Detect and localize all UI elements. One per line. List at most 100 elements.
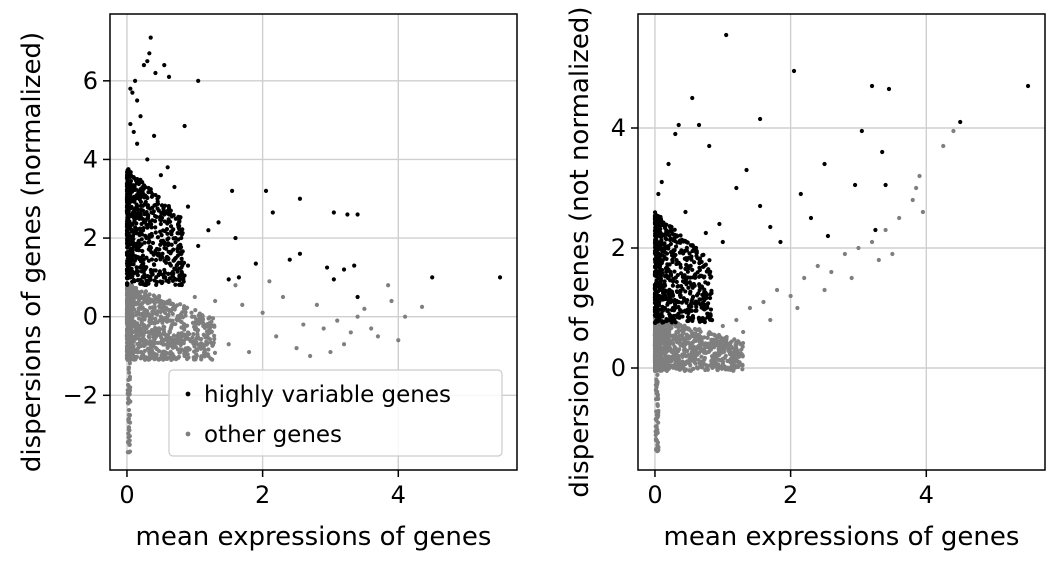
highly-variable-point	[655, 217, 660, 222]
other-gene-point	[677, 323, 682, 328]
highly-variable-point	[675, 260, 681, 265]
other-gene-point	[152, 357, 157, 362]
highly-variable-point	[174, 277, 179, 282]
other-gene-point	[200, 313, 205, 318]
other-gene-point	[728, 357, 733, 362]
other-gene-point	[708, 347, 714, 352]
other-gene-point	[170, 345, 176, 350]
highly-variable-point	[661, 246, 666, 252]
highly-variable-point	[151, 262, 157, 267]
highly-variable-point	[146, 240, 151, 245]
highly-variable-point	[654, 289, 659, 295]
other-gene-point	[149, 313, 154, 318]
highly-variable-point	[656, 191, 661, 197]
highly-variable-point	[128, 174, 133, 179]
highly-variable-point	[158, 239, 164, 244]
highly-variable-point	[355, 294, 360, 300]
other-gene-point	[661, 334, 666, 339]
highly-variable-point	[169, 242, 174, 247]
highly-variable-point	[143, 202, 148, 207]
highly-variable-point	[704, 269, 709, 274]
other-gene-point	[233, 283, 238, 288]
highly-variable-point	[653, 284, 658, 289]
other-gene-point	[389, 298, 394, 304]
highly-variable-point	[345, 212, 350, 217]
highly-variable-point	[131, 186, 136, 191]
data-points	[124, 35, 503, 455]
highly-variable-point	[709, 317, 714, 322]
highly-variable-point	[682, 256, 687, 261]
other-gene-point	[152, 330, 157, 335]
highly-variable-point	[654, 314, 659, 319]
other-gene-point	[386, 283, 391, 288]
highly-variable-point	[124, 205, 130, 210]
legend-entry: highly variable genes	[204, 382, 451, 408]
other-gene-point	[137, 326, 142, 331]
other-gene-point	[200, 317, 205, 323]
highly-variable-point	[263, 188, 269, 193]
highly-variable-point	[160, 203, 165, 208]
other-gene-point	[721, 356, 726, 361]
highly-variable-point	[768, 224, 773, 230]
highly-variable-point	[734, 185, 739, 191]
other-gene-point	[164, 305, 169, 311]
other-gene-point	[419, 304, 425, 309]
highly-variable-point	[653, 294, 658, 299]
other-gene-point	[139, 306, 144, 311]
other-gene-point	[730, 351, 735, 356]
y-tick-label: 2	[83, 224, 98, 252]
highly-variable-point	[166, 241, 171, 246]
other-gene-point	[194, 352, 199, 357]
highly-variable-point	[659, 288, 664, 293]
highly-variable-point	[147, 234, 152, 240]
highly-variable-point	[141, 269, 146, 274]
highly-variable-point	[131, 244, 136, 249]
other-gene-point	[774, 287, 780, 293]
other-gene-point	[126, 412, 132, 417]
highly-variable-point	[653, 225, 658, 230]
highly-variable-point	[680, 273, 686, 278]
other-gene-point	[138, 349, 144, 355]
other-gene-point	[402, 314, 408, 319]
highly-variable-point	[170, 278, 176, 283]
other-gene-point	[656, 396, 661, 402]
other-gene-point	[396, 338, 401, 343]
other-gene-point	[182, 308, 188, 314]
other-gene-point	[718, 335, 723, 340]
highly-variable-point	[150, 205, 155, 210]
other-gene-point	[699, 354, 704, 359]
other-gene-point	[687, 341, 692, 346]
other-gene-point	[143, 289, 149, 294]
highly-variable-point	[665, 308, 670, 313]
other-gene-point	[686, 352, 691, 358]
other-gene-point	[169, 356, 174, 361]
other-gene-point	[172, 340, 177, 346]
other-gene-point	[182, 322, 187, 327]
other-gene-point	[192, 338, 197, 344]
highly-variable-point	[664, 229, 669, 234]
other-gene-point	[654, 423, 659, 429]
other-gene-point	[212, 336, 217, 342]
other-gene-point	[210, 357, 215, 362]
highly-variable-point	[664, 222, 669, 227]
other-gene-point	[161, 342, 166, 347]
other-gene-point	[126, 303, 131, 308]
other-gene-point	[142, 317, 147, 322]
y-axis-label: dispersions of genes (normalized)	[17, 32, 47, 472]
other-gene-point	[134, 354, 139, 360]
x-tick-label: 0	[647, 481, 662, 509]
highly-variable-point	[148, 277, 153, 282]
highly-variable-point	[958, 119, 963, 125]
other-gene-point	[127, 352, 132, 358]
highly-variable-point	[672, 238, 678, 244]
highly-variable-point	[127, 192, 132, 197]
other-gene-point	[201, 321, 206, 326]
other-gene-point	[153, 316, 158, 322]
x-tick-label: 4	[391, 481, 406, 509]
other-gene-point	[134, 312, 139, 317]
highly-variable-point	[673, 244, 679, 249]
highly-variable-point	[656, 246, 662, 251]
other-gene-point	[130, 303, 135, 309]
highly-variable-point	[155, 235, 161, 240]
